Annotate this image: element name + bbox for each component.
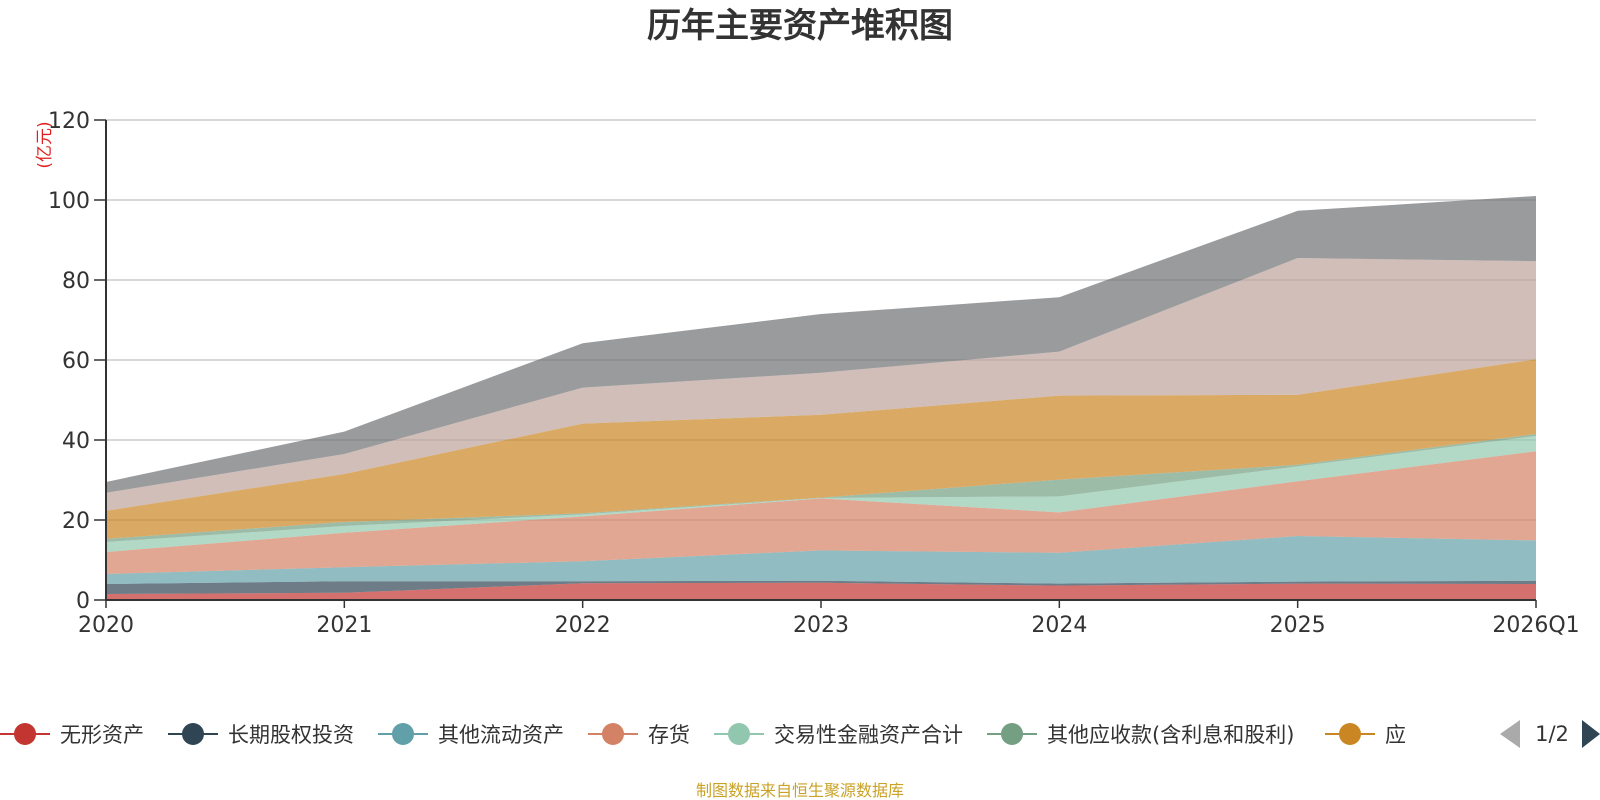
triangle-left-icon[interactable] xyxy=(1500,720,1520,748)
legend-marker xyxy=(1001,723,1023,745)
y-tick-label: 60 xyxy=(62,349,90,374)
axes: 0 20 40 60 80 100 120 2020 2021 2022 2023 2024 2025 2… xyxy=(48,109,1580,638)
legend-marker xyxy=(1339,723,1361,745)
y-tick-label: 40 xyxy=(62,429,90,454)
legend-item[interactable]: 交易性金融资产合计 xyxy=(714,723,963,747)
legend-page-indicator: 1/2 xyxy=(1535,722,1569,746)
legend-label: 其他应收款(含利息和股利) xyxy=(1047,723,1294,747)
legend-item[interactable]: 其他应收款(含利息和股利) xyxy=(987,723,1294,747)
legend-item[interactable]: 无形资产 xyxy=(0,723,144,747)
x-tick-label: 2025 xyxy=(1270,613,1326,638)
legend-label: 无形资产 xyxy=(60,723,144,747)
area-series xyxy=(106,580,1536,594)
area-series xyxy=(106,582,1536,600)
legend-label: 存货 xyxy=(648,723,690,747)
legend-item[interactable]: 其他流动资产 xyxy=(378,723,564,747)
area-series xyxy=(106,196,1536,493)
chart-title: 历年主要资产堆积图 xyxy=(647,6,953,46)
legend-label: 其他流动资产 xyxy=(438,723,564,747)
x-tick-label: 2023 xyxy=(793,613,849,638)
legend-item[interactable]: 存货 xyxy=(588,723,690,747)
x-tick-label: 2022 xyxy=(555,613,611,638)
area-series xyxy=(106,536,1536,584)
legend-pager: 1/2 xyxy=(1500,720,1600,748)
area-series xyxy=(106,436,1536,552)
y-tick-label: 20 xyxy=(62,509,90,534)
legend-marker xyxy=(14,723,36,745)
legend-marker xyxy=(728,723,750,745)
x-tick-label: 2021 xyxy=(316,613,372,638)
triangle-right-icon[interactable] xyxy=(1582,720,1600,748)
area-series xyxy=(106,434,1536,542)
legend-marker xyxy=(182,723,204,745)
legend-item[interactable]: 长期股权投资 xyxy=(168,723,354,747)
legend-item[interactable]: 应 xyxy=(1325,723,1406,747)
legend-marker xyxy=(392,723,414,745)
y-tick-label: 100 xyxy=(48,189,90,214)
legend-label: 交易性金融资产合计 xyxy=(774,723,963,747)
y-tick-label: 0 xyxy=(76,589,90,614)
legend-label: 长期股权投资 xyxy=(228,723,354,747)
legend-label: 应 xyxy=(1385,723,1406,747)
source-note: 制图数据来自恒生聚源数据库 xyxy=(696,781,904,800)
x-tick-label: 2024 xyxy=(1031,613,1087,638)
area-series xyxy=(106,359,1536,539)
x-tick-label: 2026Q1 xyxy=(1492,613,1579,638)
legend-marker xyxy=(602,723,624,745)
y-axis-unit-label: (亿元) xyxy=(35,121,55,168)
legend: 无形资产 长期股权投资 其他流动资产 存货 交易性金融资产合计 其他应收款(含利息和股利)… xyxy=(0,723,1406,747)
area-series xyxy=(106,451,1536,574)
area-series-group xyxy=(106,196,1536,600)
y-tick-label: 120 xyxy=(48,109,90,134)
x-tick-label: 2020 xyxy=(78,613,134,638)
y-tick-label: 80 xyxy=(62,269,90,294)
area-series xyxy=(106,258,1536,511)
